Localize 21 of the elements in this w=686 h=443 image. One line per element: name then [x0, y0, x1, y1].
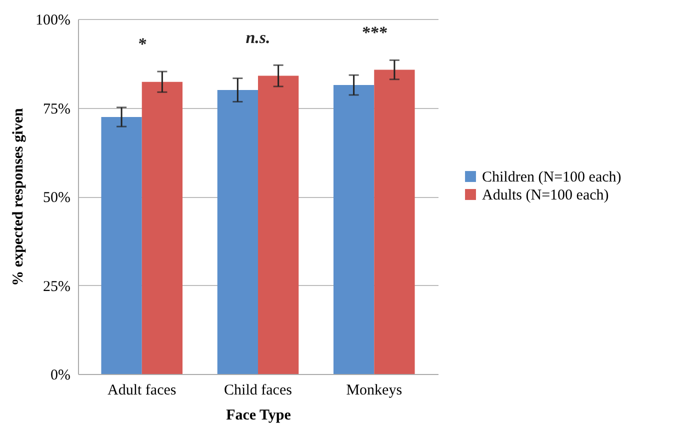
legend-label: Children (N=100 each) [482, 170, 622, 186]
y-tick-label: 0% [50, 368, 70, 384]
bar [217, 90, 258, 374]
bar [142, 82, 183, 374]
legend-label: Adults (N=100 each) [482, 188, 609, 204]
bar [333, 85, 374, 374]
bar [374, 70, 415, 374]
x-tick-label: Adult faces [108, 382, 176, 398]
x-tick-label: Child faces [224, 382, 292, 398]
x-axis-title: Face Type [226, 408, 292, 424]
y-tick-label: 100% [36, 12, 70, 28]
annotation: * [138, 34, 147, 54]
y-tick-label: 50% [43, 190, 70, 206]
y-axis-title: % expected responses given [10, 108, 27, 286]
annotation: n.s. [246, 28, 270, 48]
annotation: *** [361, 23, 388, 42]
bar [258, 76, 299, 374]
bar [101, 116, 142, 374]
y-tick-label: 75% [43, 101, 70, 118]
y-tick-label: 25% [43, 278, 70, 295]
x-tick-label: Monkeys [346, 382, 402, 398]
